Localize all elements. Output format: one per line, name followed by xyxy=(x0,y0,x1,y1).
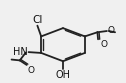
Text: Cl: Cl xyxy=(33,15,43,25)
Text: HN: HN xyxy=(13,47,28,57)
Text: O: O xyxy=(101,40,108,49)
Text: OH: OH xyxy=(56,70,71,80)
Text: O: O xyxy=(107,26,114,35)
Text: O: O xyxy=(27,66,34,75)
